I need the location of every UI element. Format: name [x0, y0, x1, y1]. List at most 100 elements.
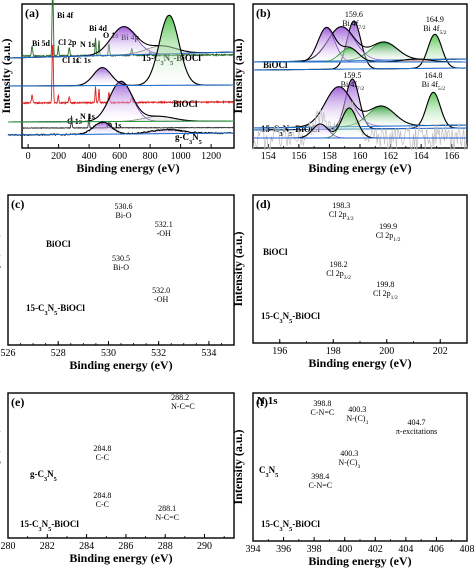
peak-value: 288.1: [158, 504, 176, 513]
x-tick-label: 600: [112, 151, 127, 162]
label-part: N: [283, 124, 290, 134]
plot-frame: [21, 3, 235, 149]
label-part: Cl 2p: [326, 269, 344, 278]
label-part: N: [283, 519, 290, 529]
peak-name: C-C: [96, 500, 109, 509]
component-fill: [253, 86, 467, 128]
peak-label: Cl 2p: [58, 38, 77, 47]
peak-name: N-C=C: [155, 513, 179, 522]
series-label: g-C3N5: [175, 132, 202, 146]
label-part: N-(C): [346, 414, 365, 423]
panel-label: (f): [256, 395, 268, 409]
label-part: N: [269, 465, 276, 475]
peak-name: Bi 4f7/2: [341, 80, 365, 92]
label-part: 5: [289, 318, 292, 325]
peak-name: Bi 4f5/2: [422, 80, 446, 92]
x-tick-label: 286: [118, 541, 133, 552]
label-part: 1/2: [393, 237, 400, 243]
label-part: 15-C: [142, 53, 161, 63]
series-label: 15-C3N5-BiOCl: [26, 303, 85, 317]
label-part: C: [259, 465, 266, 475]
label-part: 15-C: [26, 303, 45, 313]
peak-label: Bi 4f: [57, 11, 74, 20]
component-fill: [253, 108, 467, 138]
panel-label: (b): [256, 6, 271, 20]
background-line: [252, 67, 468, 71]
label-part: 5: [199, 139, 202, 146]
panel-b: (b) 154 156 158 160 162 164 166 Binding energy (…: [231, 3, 468, 175]
background-line: [7, 132, 235, 136]
x-tick-label: 404: [398, 544, 413, 555]
label-part: Bi 4f: [422, 80, 439, 89]
label-part: N: [192, 132, 199, 142]
series-label: 15-C3N5-BiOCl: [20, 519, 79, 533]
label-part: 3/2: [346, 216, 353, 222]
label-part: N-(C): [338, 458, 357, 467]
x-tick-label: 0: [26, 151, 31, 162]
peak-label: Cl 1s: [62, 56, 79, 65]
x-tick-label: 166: [444, 151, 459, 162]
label-part: 3: [365, 420, 368, 426]
label-part: 5/2: [439, 30, 446, 36]
x-tick-label: 280: [1, 541, 16, 552]
x-tick-label: 400: [337, 544, 352, 555]
x-axis-label: Binding energy (eV): [69, 358, 172, 372]
survey-line: [21, 113, 235, 130]
peak-value: 400.3: [348, 405, 366, 414]
x-tick-label: 288: [158, 541, 173, 552]
x-tick-label: 800: [143, 151, 158, 162]
label-part: 3/2: [344, 275, 351, 281]
peak-value: 284.8: [93, 444, 111, 453]
peak-value: 532.1: [155, 220, 173, 229]
x-tick-label: 154: [261, 151, 276, 162]
plot-frame: [7, 392, 235, 539]
panel-e: (e) 280 282 284 286 288 290 Binding energy (eV)…: [0, 14, 235, 565]
x-tick-label: 290: [197, 541, 212, 552]
x-tick-label: 1000: [171, 151, 191, 162]
component-fill: [253, 21, 467, 70]
peak-name: C-N=C: [311, 408, 335, 417]
component-fill: [253, 79, 467, 130]
x-tick-label: 530: [101, 348, 116, 359]
peak-name: Bi 4f5/2: [423, 24, 447, 36]
series-label: g-C3N5: [30, 469, 57, 483]
label-part: 5/2: [438, 86, 445, 92]
x-tick-label: 532: [151, 348, 166, 359]
x-tick-label: 396: [276, 544, 291, 555]
peak-name: Cl 2p3/2: [329, 210, 354, 222]
x-tick-label: 394: [246, 544, 261, 555]
peak-name: C-C: [96, 453, 109, 462]
peak-label: Bi 4d: [89, 24, 108, 33]
series-label: BiOCl: [263, 247, 288, 257]
peak-value: 530.6: [115, 202, 133, 211]
peak-value: 159.6: [345, 10, 363, 19]
label-part: 3: [280, 131, 283, 138]
label-part: Cl 2p: [373, 289, 391, 298]
peak-value: 198.3: [332, 201, 350, 210]
peak-label: O 1s: [106, 121, 121, 130]
label-part: 7/2: [358, 25, 365, 31]
label-part: Cl 2p: [329, 210, 347, 219]
peak-name: Cl 2p1/2: [376, 231, 401, 243]
label-part: 15-C: [261, 124, 280, 134]
series-label: 15-C3N5-BiOCl: [261, 124, 320, 138]
y-axis-label: Intensity (a.u.): [0, 38, 13, 113]
peak-value: 398.4: [311, 472, 329, 481]
peak-name: Cl 2p3/2: [326, 269, 351, 281]
peak-value: 400.3: [340, 449, 358, 458]
component-fill: [8, 116, 234, 122]
peak-name: -OH: [157, 229, 171, 238]
peak-value: 164.9: [426, 15, 444, 24]
component-fill: [253, 59, 467, 62]
peak-value: 532.0: [152, 286, 170, 295]
label-part: 3: [266, 472, 269, 479]
x-tick-label: 196: [272, 346, 287, 357]
x-tick-label: 162: [383, 151, 398, 162]
y-axis-label: Intensity (a.u.): [231, 429, 245, 504]
peak-value: 284.8: [93, 491, 111, 500]
label-part: 15-C: [261, 519, 280, 529]
x-axis-label: Binding energy (eV): [308, 554, 411, 568]
label-part: -BiOCl: [173, 53, 201, 63]
panel-f: (f) 394 396 398 400 402 404 406 408 Binding energ…: [231, 26, 474, 568]
